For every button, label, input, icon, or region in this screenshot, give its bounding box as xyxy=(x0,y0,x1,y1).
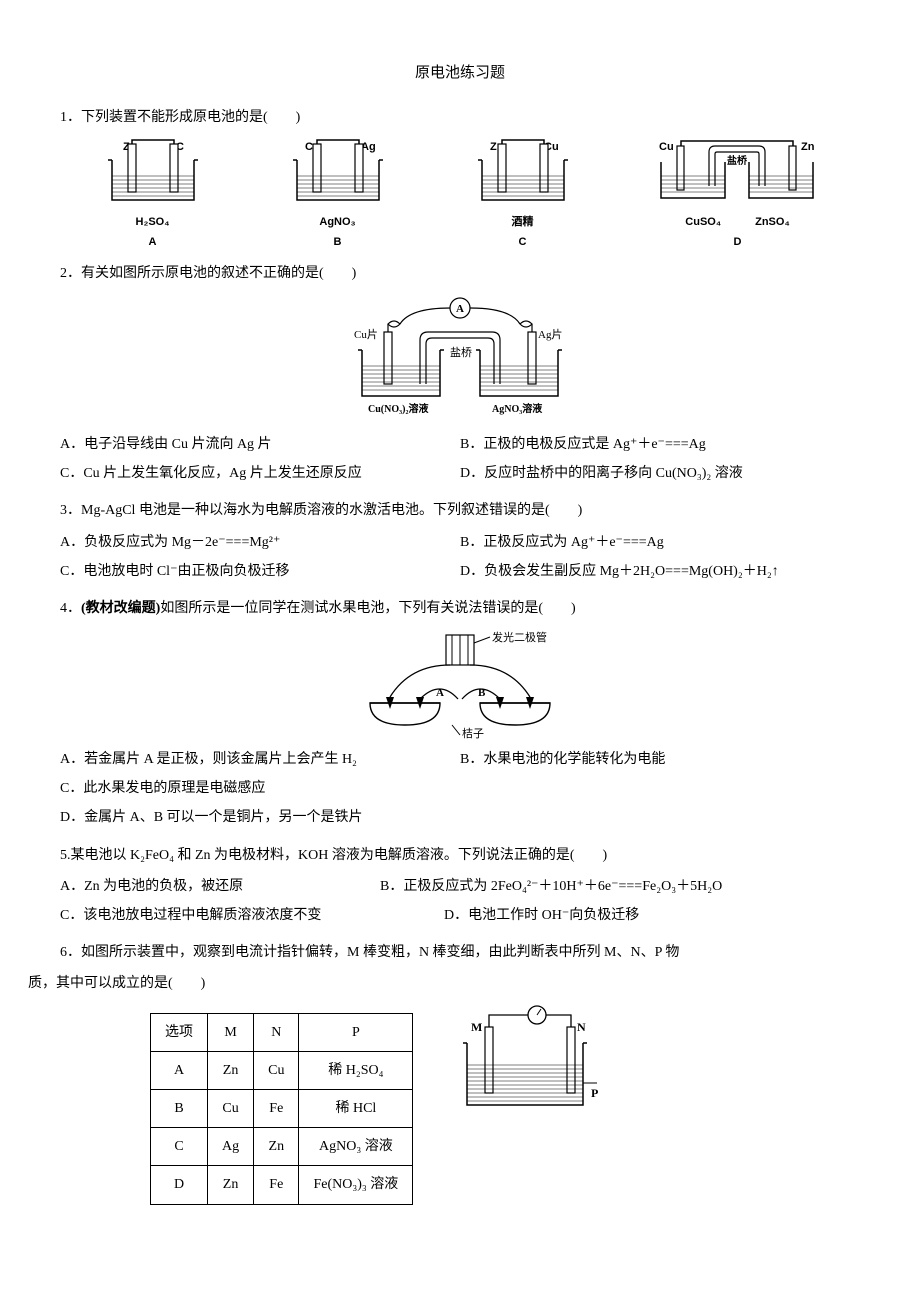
q6-text1: 6．如图所示装置中，观察到电流计指针偏转，M 棒变粗，N 棒变细，由此判断表中所… xyxy=(60,940,860,965)
table-row: BCuFe稀 HCl xyxy=(151,1089,413,1127)
q1-text: 1．下列装置不能形成原电池的是( ) xyxy=(60,105,860,130)
question-2: 2．有关如图所示原电池的叙述不正确的是( ) A Cu片 Ag片 盐桥 xyxy=(60,261,860,491)
q5-text: 5.某电池以 K₂FeO₄ 和 Zn 为电极材料，KOH 溶液为电解质溶液。下列… xyxy=(60,843,860,868)
svg-text:发光二极管: 发光二极管 xyxy=(492,630,547,644)
table-header: P xyxy=(299,1013,413,1051)
q1-diagrams: Zn C H₂SO₄ A Cu Ag xyxy=(60,138,860,253)
q2-opt-b: B．正极的电极反应式是 Ag⁺＋e⁻===Ag xyxy=(460,432,860,457)
q2-diagram: A Cu片 Ag片 盐桥 xyxy=(60,294,860,424)
svg-text:盐桥: 盐桥 xyxy=(450,346,472,359)
q2-opt-d: D．反应时盐桥中的阳离子移向 Cu(NO₃)₂ 溶液 xyxy=(460,461,860,486)
q6-table: 选项MNP AZnCu稀 H₂SO₄BCuFe稀 HClCAgZnAgNO₃ 溶… xyxy=(150,1013,413,1205)
svg-text:A: A xyxy=(436,687,444,699)
table-row: AZnCu稀 H₂SO₄ xyxy=(151,1051,413,1089)
q4-text: 4．(教材改编题)如图所示是一位同学在测试水果电池，下列有关说法错误的是( ) xyxy=(60,596,860,621)
q2-opt-c: C．Cu 片上发生氧化反应，Ag 片上发生还原反应 xyxy=(60,461,460,486)
svg-text:AgNO₃溶液: AgNO₃溶液 xyxy=(492,402,542,415)
q3-opt-c: C．电池放电时 Cl⁻由正极向负极迁移 xyxy=(60,559,460,584)
svg-text:N: N xyxy=(577,1020,586,1034)
svg-text:A: A xyxy=(456,303,464,315)
question-6: 6．如图所示装置中，观察到电流计指针偏转，M 棒变粗，N 棒变细，由此判断表中所… xyxy=(60,940,860,1214)
question-4: 4．(教材改编题)如图所示是一位同学在测试水果电池，下列有关说法错误的是( ) … xyxy=(60,596,860,835)
q5-opt-d: D．电池工作时 OH⁻向负极迁移 xyxy=(444,903,860,928)
q5-opt-c: C．该电池放电过程中电解质溶液浓度不变 xyxy=(60,903,444,928)
svg-text:P: P xyxy=(591,1086,598,1100)
q1-diagram-a: Zn C H₂SO₄ A xyxy=(98,138,208,253)
svg-text:桔子: 桔子 xyxy=(462,726,484,739)
q4-opt-d: D．金属片 A、B 可以一个是铜片，另一个是铁片 xyxy=(60,805,860,830)
table-row: CAgZnAgNO₃ 溶液 xyxy=(151,1128,413,1166)
q4-opt-c: C．此水果发电的原理是电磁感应 xyxy=(60,776,860,801)
q4-opt-b: B．水果电池的化学能转化为电能 xyxy=(460,747,860,772)
svg-text:盐桥: 盐桥 xyxy=(727,154,748,167)
table-header: N xyxy=(254,1013,299,1051)
q4-diagram: 发光二极管 A B 桔子 xyxy=(60,629,860,739)
beaker-c-svg: Zn Cu xyxy=(468,138,578,213)
svg-text:Zn: Zn xyxy=(801,141,815,153)
table-header: 选项 xyxy=(151,1013,208,1051)
svg-text:M: M xyxy=(471,1020,482,1034)
q1-diagram-b: Cu Ag AgNO₃ B xyxy=(283,138,393,253)
q1-diagram-c: Zn Cu 酒精 C xyxy=(468,138,578,253)
q5-opt-a: A．Zn 为电池的负极，被还原 xyxy=(60,874,380,899)
question-1: 1．下列装置不能形成原电池的是( ) Zn C H₂SO₄ A xyxy=(60,105,860,253)
beaker-a-svg: Zn C xyxy=(98,138,208,213)
question-3: 3．Mg-AgCl 电池是一种以海水为电解质溶液的水激活电池。下列叙述错误的是(… xyxy=(60,498,860,588)
svg-text:Cu: Cu xyxy=(659,141,674,153)
q2-text: 2．有关如图所示原电池的叙述不正确的是( ) xyxy=(60,261,860,286)
q3-opt-b: B．正极反应式为 Ag⁺＋e⁻===Ag xyxy=(460,530,860,555)
page-title: 原电池练习题 xyxy=(60,60,860,87)
q2-opt-a: A．电子沿导线由 Cu 片流向 Ag 片 xyxy=(60,432,460,457)
svg-text:Cu片: Cu片 xyxy=(354,328,378,341)
svg-text:B: B xyxy=(478,687,486,699)
q3-text: 3．Mg-AgCl 电池是一种以海水为电解质溶液的水激活电池。下列叙述错误的是(… xyxy=(60,498,860,523)
table-row: DZnFeFe(NO₃)₃ 溶液 xyxy=(151,1166,413,1204)
q6-diagram: M N P xyxy=(453,1003,603,1142)
question-5: 5.某电池以 K₂FeO₄ 和 Zn 为电极材料，KOH 溶液为电解质溶液。下列… xyxy=(60,843,860,933)
beaker-d-svg: Cu Zn 盐桥 xyxy=(653,138,823,213)
table-header: M xyxy=(208,1013,254,1051)
beaker-b-svg: Cu Ag xyxy=(283,138,393,213)
q3-opt-d: D．负极会发生副反应 Mg＋2H₂O===Mg(OH)₂＋H₂↑ xyxy=(460,559,860,584)
q4-opt-a: A．若金属片 A 是正极，则该金属片上会产生 H₂ xyxy=(60,747,460,772)
q1-diagram-d: Cu Zn 盐桥 xyxy=(653,138,823,253)
q5-opt-b: B．正极反应式为 2FeO₄²⁻＋10H⁺＋6e⁻===Fe₂O₃＋5H₂O xyxy=(380,874,860,899)
q3-opt-a: A．负极反应式为 Mg－2e⁻===Mg²⁺ xyxy=(60,530,460,555)
svg-text:Ag片: Ag片 xyxy=(538,328,562,341)
q6-text2: 质，其中可以成立的是( ) xyxy=(28,971,860,996)
svg-text:Cu(NO₃)₂溶液: Cu(NO₃)₂溶液 xyxy=(368,402,428,415)
